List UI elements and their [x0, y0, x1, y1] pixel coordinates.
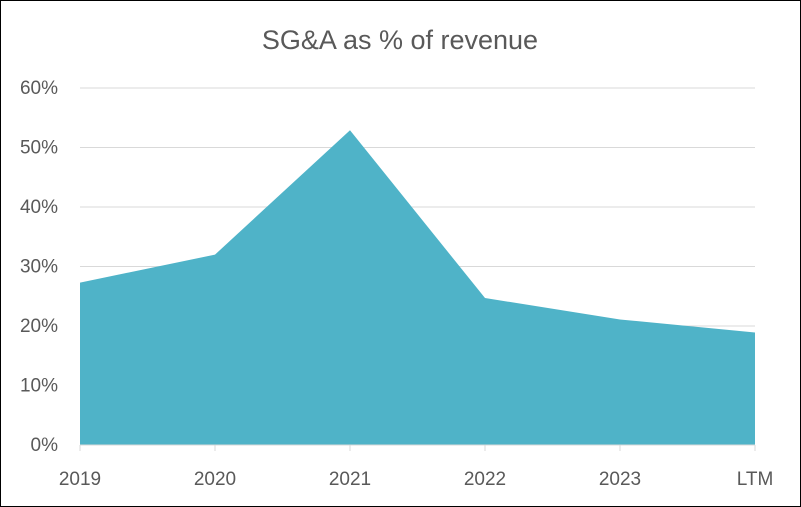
y-tick-label: 20% [20, 316, 58, 337]
y-axis: 0% 10% 20% 30% 40% 50% 60% [20, 78, 58, 456]
y-tick-label: 10% [20, 376, 58, 397]
y-tick-label: 60% [20, 78, 58, 99]
y-tick-label: 40% [20, 197, 58, 218]
x-tick-label: 2023 [599, 469, 641, 490]
y-tick-label: 0% [31, 435, 59, 456]
area-fill [80, 130, 755, 445]
x-tick-label: 2021 [329, 469, 371, 490]
x-tick-label: LTM [737, 469, 774, 490]
chart-title: SG&A as % of revenue [262, 25, 538, 55]
x-tick-label: 2022 [464, 469, 506, 490]
x-axis: 2019 2020 2021 2022 2023 LTM [59, 444, 774, 490]
x-tick-label: 2020 [194, 469, 236, 490]
y-tick-label: 50% [20, 138, 58, 159]
series-area [80, 130, 755, 445]
y-tick-label: 30% [20, 257, 58, 278]
x-tick-label: 2019 [59, 469, 101, 490]
